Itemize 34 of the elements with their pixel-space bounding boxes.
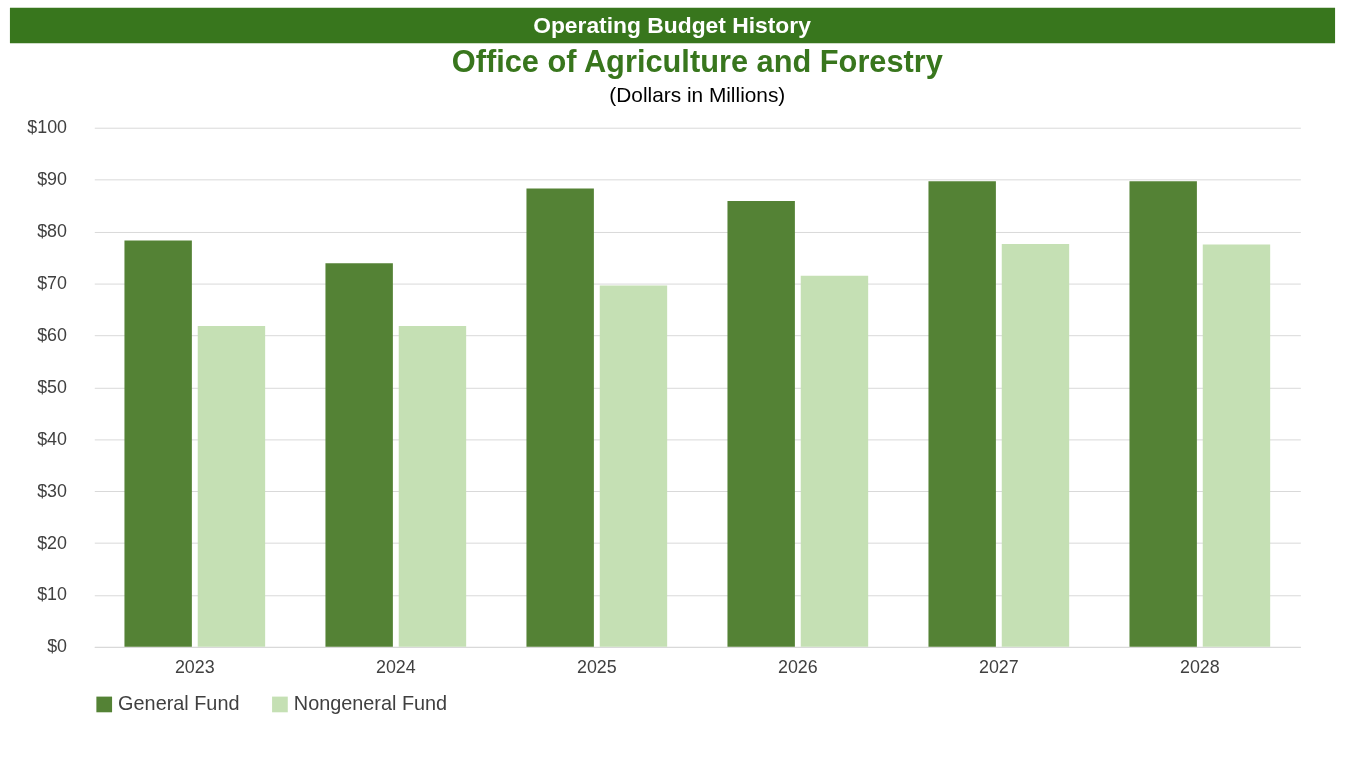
x-tick-label: 2026 <box>777 657 818 678</box>
y-tick-label: $90 <box>37 169 68 190</box>
y-tick-label: $80 <box>37 221 68 242</box>
x-tick-label: 2024 <box>375 657 416 678</box>
y-tick-label: $100 <box>27 117 68 138</box>
y-tick-label: $0 <box>47 636 68 657</box>
y-tick-label: $30 <box>37 480 68 501</box>
bar <box>398 326 467 647</box>
legend-label: General Fund <box>118 692 240 715</box>
y-tick-label: $70 <box>37 272 68 293</box>
bar <box>1001 244 1070 647</box>
bar <box>1129 181 1197 647</box>
x-tick-label: 2028 <box>1179 657 1220 678</box>
y-tick-label: $60 <box>37 324 68 345</box>
x-tick-label: 2023 <box>174 657 215 678</box>
y-tick-label: $10 <box>37 584 68 605</box>
bar <box>800 275 869 647</box>
bar <box>599 285 668 647</box>
chart-title: Office of Agriculture and Forestry <box>451 44 943 80</box>
x-tick-label: 2027 <box>978 657 1019 678</box>
bar <box>325 263 393 647</box>
bar <box>727 200 795 647</box>
legend-label: Nongeneral Fund <box>293 692 448 715</box>
text: Operating Budget History <box>533 12 812 39</box>
bar <box>197 326 266 647</box>
chart-subtitle: (Dollars in Millions) <box>609 82 786 106</box>
y-tick-label: $20 <box>37 532 68 553</box>
bar <box>928 181 996 647</box>
y-tick-label: $40 <box>37 428 68 449</box>
x-tick-label: 2025 <box>576 657 617 678</box>
bar <box>526 188 594 647</box>
y-tick-label: $50 <box>37 376 68 397</box>
bar <box>1202 244 1271 647</box>
bar <box>124 240 192 647</box>
